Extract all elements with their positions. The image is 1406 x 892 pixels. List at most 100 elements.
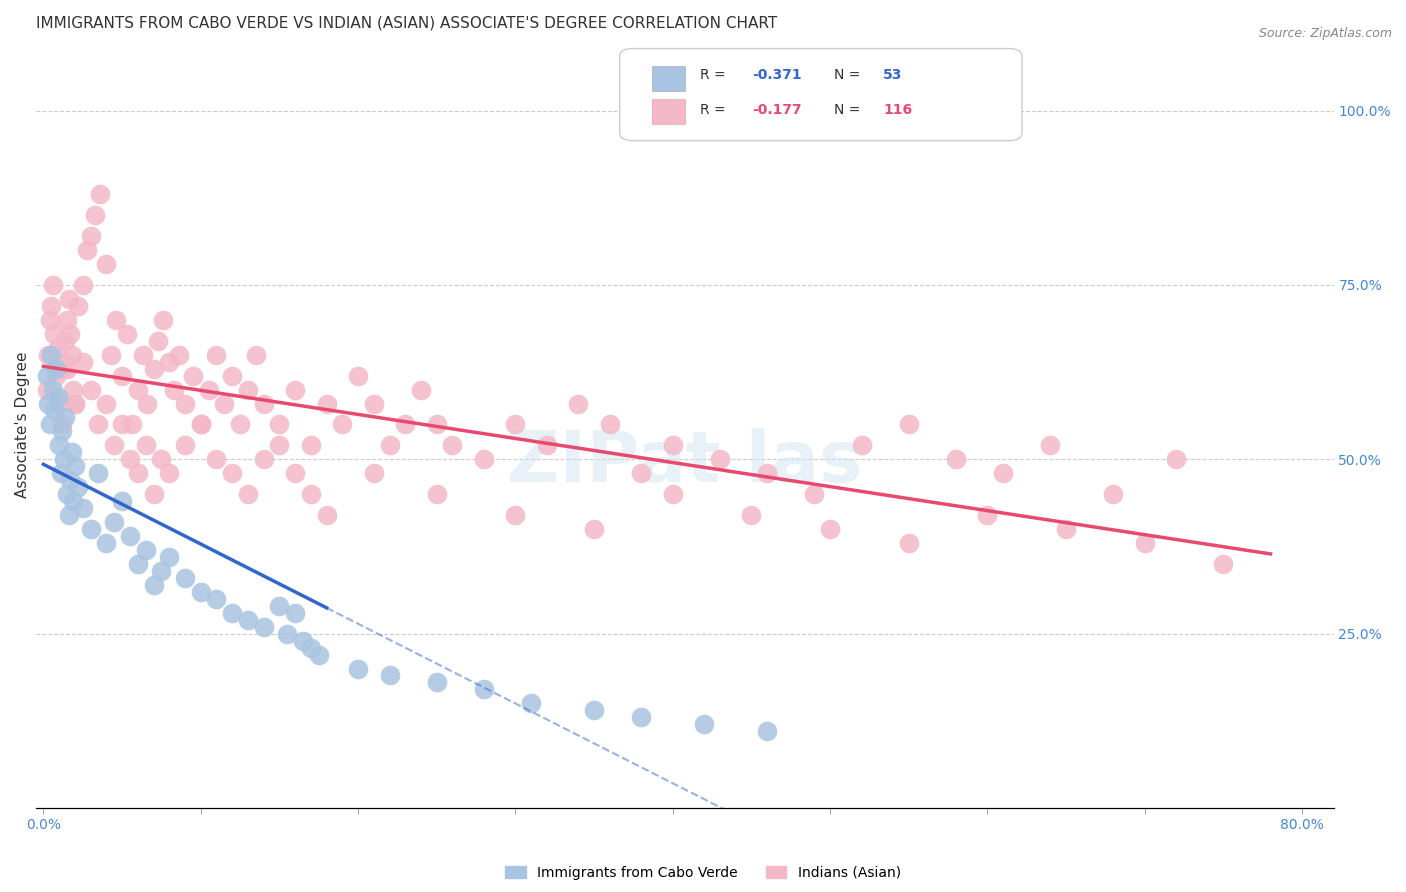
Point xyxy=(269,438,291,452)
Point xyxy=(115,326,138,341)
Point xyxy=(330,417,353,432)
Point xyxy=(60,445,83,459)
Point xyxy=(150,564,173,578)
Point xyxy=(157,354,180,368)
Point xyxy=(229,417,252,432)
Point xyxy=(51,417,73,432)
Point xyxy=(1054,522,1077,536)
Point xyxy=(72,354,94,368)
Point xyxy=(121,417,143,432)
Point xyxy=(45,361,67,376)
Point xyxy=(79,522,101,536)
Point xyxy=(63,459,86,474)
Point xyxy=(49,361,72,376)
Point xyxy=(38,313,60,327)
Point xyxy=(44,326,66,341)
Point xyxy=(67,299,90,313)
Point xyxy=(118,452,141,467)
Point xyxy=(55,334,77,348)
Point xyxy=(111,494,134,508)
Point xyxy=(1212,557,1234,571)
Point xyxy=(505,417,527,432)
Point xyxy=(897,536,920,550)
Point xyxy=(190,417,212,432)
Point xyxy=(284,467,307,481)
Point xyxy=(63,396,86,410)
Point xyxy=(599,417,621,432)
Point xyxy=(567,396,589,410)
Point xyxy=(315,396,337,410)
Point xyxy=(142,578,165,592)
Point xyxy=(87,467,110,481)
Point xyxy=(136,396,159,410)
Point xyxy=(96,536,118,550)
Text: IMMIGRANTS FROM CABO VERDE VS INDIAN (ASIAN) ASSOCIATE'S DEGREE CORRELATION CHAR: IMMIGRANTS FROM CABO VERDE VS INDIAN (AS… xyxy=(35,15,776,30)
Point xyxy=(409,383,432,397)
Point xyxy=(630,710,652,724)
Point xyxy=(42,383,65,397)
Point xyxy=(284,606,307,620)
Y-axis label: Associate's Degree: Associate's Degree xyxy=(15,351,30,498)
Point xyxy=(709,452,731,467)
Point xyxy=(96,257,118,271)
Point xyxy=(205,452,228,467)
Point xyxy=(39,348,62,362)
Point xyxy=(190,584,212,599)
Point xyxy=(39,299,62,313)
Point xyxy=(35,368,58,383)
Point xyxy=(174,571,197,585)
Point xyxy=(96,396,118,410)
Point xyxy=(44,403,66,417)
Point xyxy=(394,417,416,432)
Point xyxy=(991,467,1014,481)
Point xyxy=(347,368,370,383)
Point xyxy=(818,522,841,536)
Point xyxy=(426,675,449,690)
Point xyxy=(58,292,80,306)
Point xyxy=(150,452,173,467)
Point xyxy=(103,438,125,452)
Point xyxy=(111,368,134,383)
Point xyxy=(127,467,149,481)
Point xyxy=(142,361,165,376)
Point xyxy=(135,543,157,558)
Point xyxy=(52,354,75,368)
Point xyxy=(48,396,70,410)
Point xyxy=(152,313,174,327)
Text: -0.177: -0.177 xyxy=(752,103,801,117)
Point xyxy=(157,549,180,564)
Point xyxy=(299,640,322,655)
Point xyxy=(426,417,449,432)
Point xyxy=(1166,452,1188,467)
Point xyxy=(89,187,111,202)
Point xyxy=(163,383,186,397)
Point xyxy=(135,438,157,452)
Point xyxy=(756,724,779,739)
Text: R =: R = xyxy=(700,103,730,117)
Point xyxy=(59,326,82,341)
Point xyxy=(111,417,134,432)
Point xyxy=(48,438,70,452)
Text: R =: R = xyxy=(700,69,730,82)
Point xyxy=(472,682,495,697)
Point xyxy=(221,606,243,620)
Point xyxy=(127,383,149,397)
Point xyxy=(84,208,107,222)
Point xyxy=(72,501,94,516)
Point xyxy=(284,383,307,397)
Point xyxy=(63,396,86,410)
Point xyxy=(315,508,337,522)
Point xyxy=(426,487,449,501)
Point xyxy=(441,438,464,452)
Point xyxy=(181,368,204,383)
Text: -0.371: -0.371 xyxy=(752,69,801,82)
Point xyxy=(104,313,127,327)
Point xyxy=(976,508,998,522)
FancyBboxPatch shape xyxy=(652,66,685,91)
Point xyxy=(49,467,72,481)
Point xyxy=(253,396,276,410)
Point xyxy=(1039,438,1062,452)
Point xyxy=(46,390,69,404)
Point xyxy=(197,383,219,397)
Point xyxy=(51,425,73,439)
